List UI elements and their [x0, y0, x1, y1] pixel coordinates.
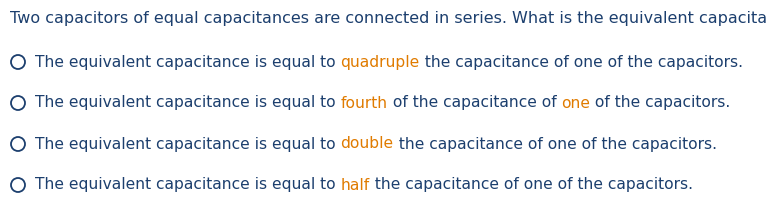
Text: What is the equivalent capacitance?: What is the equivalent capacitance?: [512, 10, 768, 26]
Text: of the capacitance of: of the capacitance of: [388, 95, 561, 110]
Text: quadruple: quadruple: [340, 54, 420, 69]
Text: The equivalent capacitance is equal to: The equivalent capacitance is equal to: [35, 136, 340, 151]
Text: the capacitance of one of the capacitors.: the capacitance of one of the capacitors…: [420, 54, 743, 69]
Text: Two capacitors of equal capacitances are connected in series.: Two capacitors of equal capacitances are…: [10, 10, 512, 26]
Text: double: double: [340, 136, 394, 151]
Text: The equivalent capacitance is equal to: The equivalent capacitance is equal to: [35, 178, 340, 192]
Text: The equivalent capacitance is equal to: The equivalent capacitance is equal to: [35, 95, 340, 110]
Text: The equivalent capacitance is equal to: The equivalent capacitance is equal to: [35, 54, 340, 69]
Text: one: one: [561, 95, 591, 110]
Text: of the capacitors.: of the capacitors.: [591, 95, 730, 110]
Text: half: half: [340, 178, 369, 192]
Text: the capacitance of one of the capacitors.: the capacitance of one of the capacitors…: [369, 178, 693, 192]
Text: fourth: fourth: [340, 95, 388, 110]
Text: the capacitance of one of the capacitors.: the capacitance of one of the capacitors…: [394, 136, 717, 151]
